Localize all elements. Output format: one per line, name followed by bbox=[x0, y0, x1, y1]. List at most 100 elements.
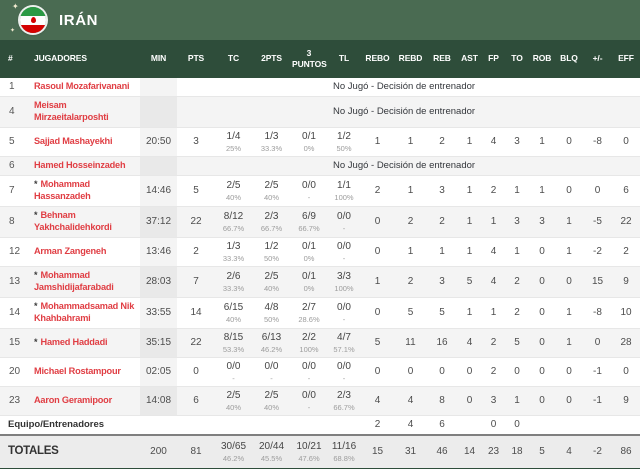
stat-rebo: 2 bbox=[361, 175, 394, 207]
starter-icon: * bbox=[34, 179, 38, 189]
player-name-link[interactable]: Rasoul Mozafarivanani bbox=[34, 81, 130, 91]
stat-p3: 0/0- bbox=[291, 357, 327, 387]
stat-blq: 0 bbox=[555, 386, 583, 416]
empty-stat-p2 bbox=[252, 78, 291, 97]
stat-fp: 2 bbox=[482, 175, 505, 207]
player-number: 14 bbox=[0, 297, 26, 329]
player-name-link[interactable]: Aaron Geramipoor bbox=[34, 395, 112, 405]
stat-eff: 9 bbox=[612, 266, 640, 298]
stat-rebo: 1 bbox=[361, 127, 394, 157]
starter-icon: * bbox=[34, 301, 38, 311]
player-number: 4 bbox=[0, 96, 26, 128]
iran-emblem-icon bbox=[30, 17, 36, 24]
iran-flag bbox=[20, 7, 46, 33]
iran-flag-icon: ✦ ✦ bbox=[10, 3, 49, 37]
empty-stat-pts bbox=[177, 96, 215, 128]
stat-tc: 0/0- bbox=[215, 357, 252, 387]
stat-p2: 0/0- bbox=[252, 357, 291, 387]
player-name-link[interactable]: Mohammad Jamshidijafarabadi bbox=[34, 270, 114, 292]
total-min: 200 bbox=[140, 434, 177, 469]
stat-min: 20:50 bbox=[140, 127, 177, 157]
stat-total-tc: 30/65 46.2% bbox=[215, 434, 252, 469]
player-name-link[interactable]: Mohammad Hassanzadeh bbox=[34, 179, 91, 201]
stat-rebd: 1 bbox=[394, 237, 427, 267]
stat-to: 1 bbox=[505, 386, 529, 416]
stat-blq: 0 bbox=[555, 127, 583, 157]
col-header-rob: ROB bbox=[529, 40, 555, 78]
stat-total-p2: 20/44 45.5% bbox=[252, 434, 291, 469]
stat-tc: 8/15 53.3% bbox=[215, 328, 252, 358]
stat-pts: 3 bbox=[177, 127, 215, 157]
col-header-ast: AST bbox=[457, 40, 482, 78]
empty-stat-min bbox=[140, 78, 177, 97]
stat-ast: 0 bbox=[457, 357, 482, 387]
stat-p2: 6/13 46.2% bbox=[252, 328, 291, 358]
player-number: 7 bbox=[0, 175, 26, 207]
col-header-pm: +/- bbox=[583, 40, 612, 78]
team-stat-ast bbox=[457, 415, 482, 436]
stat-eff: 22 bbox=[612, 206, 640, 238]
player-name-cell: Arman Zangeneh bbox=[26, 237, 140, 267]
stat-blq: 1 bbox=[555, 237, 583, 267]
stat-blq: 1 bbox=[555, 206, 583, 238]
player-name-link[interactable]: Michael Rostampour bbox=[34, 366, 121, 376]
player-name-link[interactable]: Behnam Yakhchalidehkordi bbox=[34, 210, 112, 232]
player-number: 8 bbox=[0, 206, 26, 238]
player-name-link[interactable]: Hamed Hosseinzadeh bbox=[34, 160, 126, 170]
player-name-cell: Sajjad Mashayekhi bbox=[26, 127, 140, 157]
stat-fp: 2 bbox=[482, 357, 505, 387]
total-eff: 86 bbox=[612, 434, 640, 469]
player-row: 23 Aaron Geramipoor 14:08 6 2/5 40% 2/5 40% 0/0-… bbox=[0, 386, 640, 416]
player-name-link[interactable]: Hamed Haddadi bbox=[40, 337, 108, 347]
stat-eff: 6 bbox=[612, 175, 640, 207]
stat-min: 14:46 bbox=[140, 175, 177, 207]
flag-green-band bbox=[20, 7, 46, 16]
team-coaches-row: Equipo/Entrenadores 2 4 6 0 0 bbox=[0, 415, 640, 436]
stat-to: 2 bbox=[505, 266, 529, 298]
player-name-cell: * Behnam Yakhchalidehkordi bbox=[26, 206, 140, 238]
stat-eff: 28 bbox=[612, 328, 640, 358]
empty-stat-p2 bbox=[252, 96, 291, 128]
stat-reb: 1 bbox=[427, 237, 457, 267]
total-fp: 23 bbox=[482, 434, 505, 469]
stat-pm: -5 bbox=[583, 206, 612, 238]
dnp-note: No Jugó - Decisión de entrenador bbox=[327, 156, 640, 176]
stat-to: 2 bbox=[505, 297, 529, 329]
stat-to: 3 bbox=[505, 206, 529, 238]
total-to: 18 bbox=[505, 434, 529, 469]
sparkle-icon: ✦ bbox=[10, 28, 16, 34]
player-name-link[interactable]: Sajjad Mashayekhi bbox=[34, 136, 113, 146]
stat-reb: 3 bbox=[427, 175, 457, 207]
total-blq: 4 bbox=[555, 434, 583, 469]
stat-rebd: 2 bbox=[394, 206, 427, 238]
stat-rebd: 4 bbox=[394, 386, 427, 416]
stat-p3: 0/1 0% bbox=[291, 127, 327, 157]
stat-pts: 0 bbox=[177, 357, 215, 387]
stat-rebo: 0 bbox=[361, 297, 394, 329]
player-name-link[interactable]: Mohammadsamad Nik Khahbahrami bbox=[34, 301, 135, 323]
stat-ast: 4 bbox=[457, 328, 482, 358]
stat-pm: 0 bbox=[583, 175, 612, 207]
player-row: 4 Meisam Mirzaeitalarposhti No Jugó - Deci… bbox=[0, 96, 640, 128]
table-header: # JUGADORES MIN PTS TC 2PTS 3 PUNTOS TL REBO REBD… bbox=[0, 40, 640, 78]
stat-rebo: 5 bbox=[361, 328, 394, 358]
stat-pm: -8 bbox=[583, 297, 612, 329]
player-name-cell: * Hamed Haddadi bbox=[26, 328, 140, 358]
stat-p2: 1/3 33.3% bbox=[252, 127, 291, 157]
stat-fp: 4 bbox=[482, 127, 505, 157]
stat-to: 1 bbox=[505, 237, 529, 267]
box-score-table: # JUGADORES MIN PTS TC 2PTS 3 PUNTOS TL REBO REBD… bbox=[0, 40, 640, 469]
player-row: 6 Hamed Hosseinzadeh No Jugó - Decisión de… bbox=[0, 156, 640, 176]
stat-pm: 0 bbox=[583, 328, 612, 358]
player-name-link[interactable]: Arman Zangeneh bbox=[34, 246, 107, 256]
team-coaches-label: Equipo/Entrenadores bbox=[0, 415, 361, 436]
stat-rebd: 1 bbox=[394, 127, 427, 157]
stat-reb: 0 bbox=[427, 357, 457, 387]
stat-ast: 1 bbox=[457, 297, 482, 329]
player-name-link[interactable]: Meisam Mirzaeitalarposhti bbox=[34, 100, 109, 122]
stat-ast: 1 bbox=[457, 175, 482, 207]
stat-min: 33:55 bbox=[140, 297, 177, 329]
team-empty-blq bbox=[555, 415, 583, 436]
player-number: 5 bbox=[0, 127, 26, 157]
stat-rebd: 1 bbox=[394, 175, 427, 207]
